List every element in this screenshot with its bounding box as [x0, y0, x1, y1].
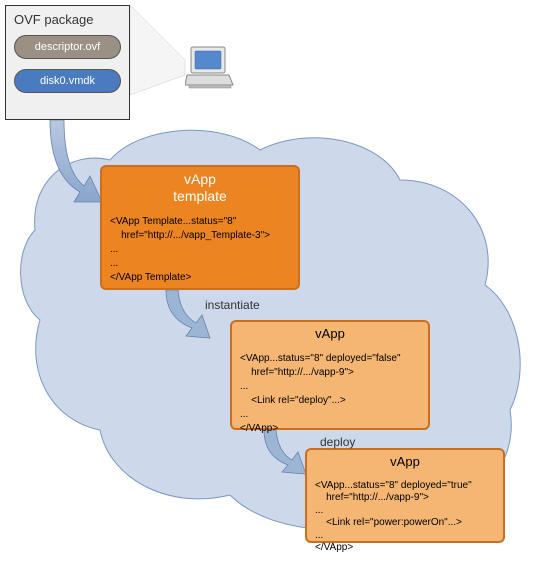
label-deploy: deploy: [320, 435, 355, 449]
vapp-template-card: vApp template <VApp Template...status="8…: [100, 165, 300, 290]
vapp-template-title: vApp template: [102, 167, 298, 209]
vapp-template-body: <VApp Template...status="8" href="http:/…: [102, 209, 298, 291]
vapp-card-2: vApp <VApp...status="8" deployed="true" …: [305, 448, 505, 543]
label-instantiate: instantiate: [205, 298, 260, 312]
beam-shape: [130, 5, 190, 95]
computer-icon: [185, 45, 235, 90]
vapp-card-1-body: <VApp...status="8" deployed="false" href…: [232, 346, 428, 442]
ovf-package-box: OVF package descriptor.ovf disk0.vmdk: [5, 5, 130, 120]
ovf-package-title: OVF package: [14, 12, 121, 27]
vapp-card-2-body: <VApp...status="8" deployed="true" href=…: [307, 474, 503, 561]
vapp-card-2-title: vApp: [307, 450, 503, 474]
disk-pill: disk0.vmdk: [14, 69, 121, 93]
descriptor-pill: descriptor.ovf: [14, 35, 121, 59]
vapp-card-1-title: vApp: [232, 322, 428, 346]
vapp-card-1: vApp <VApp...status="8" deployed="false"…: [230, 320, 430, 430]
